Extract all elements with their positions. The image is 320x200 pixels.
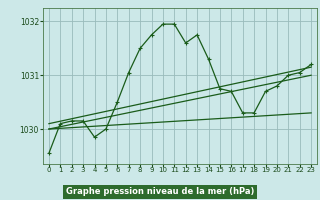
Text: Graphe pression niveau de la mer (hPa): Graphe pression niveau de la mer (hPa) [66, 187, 254, 196]
